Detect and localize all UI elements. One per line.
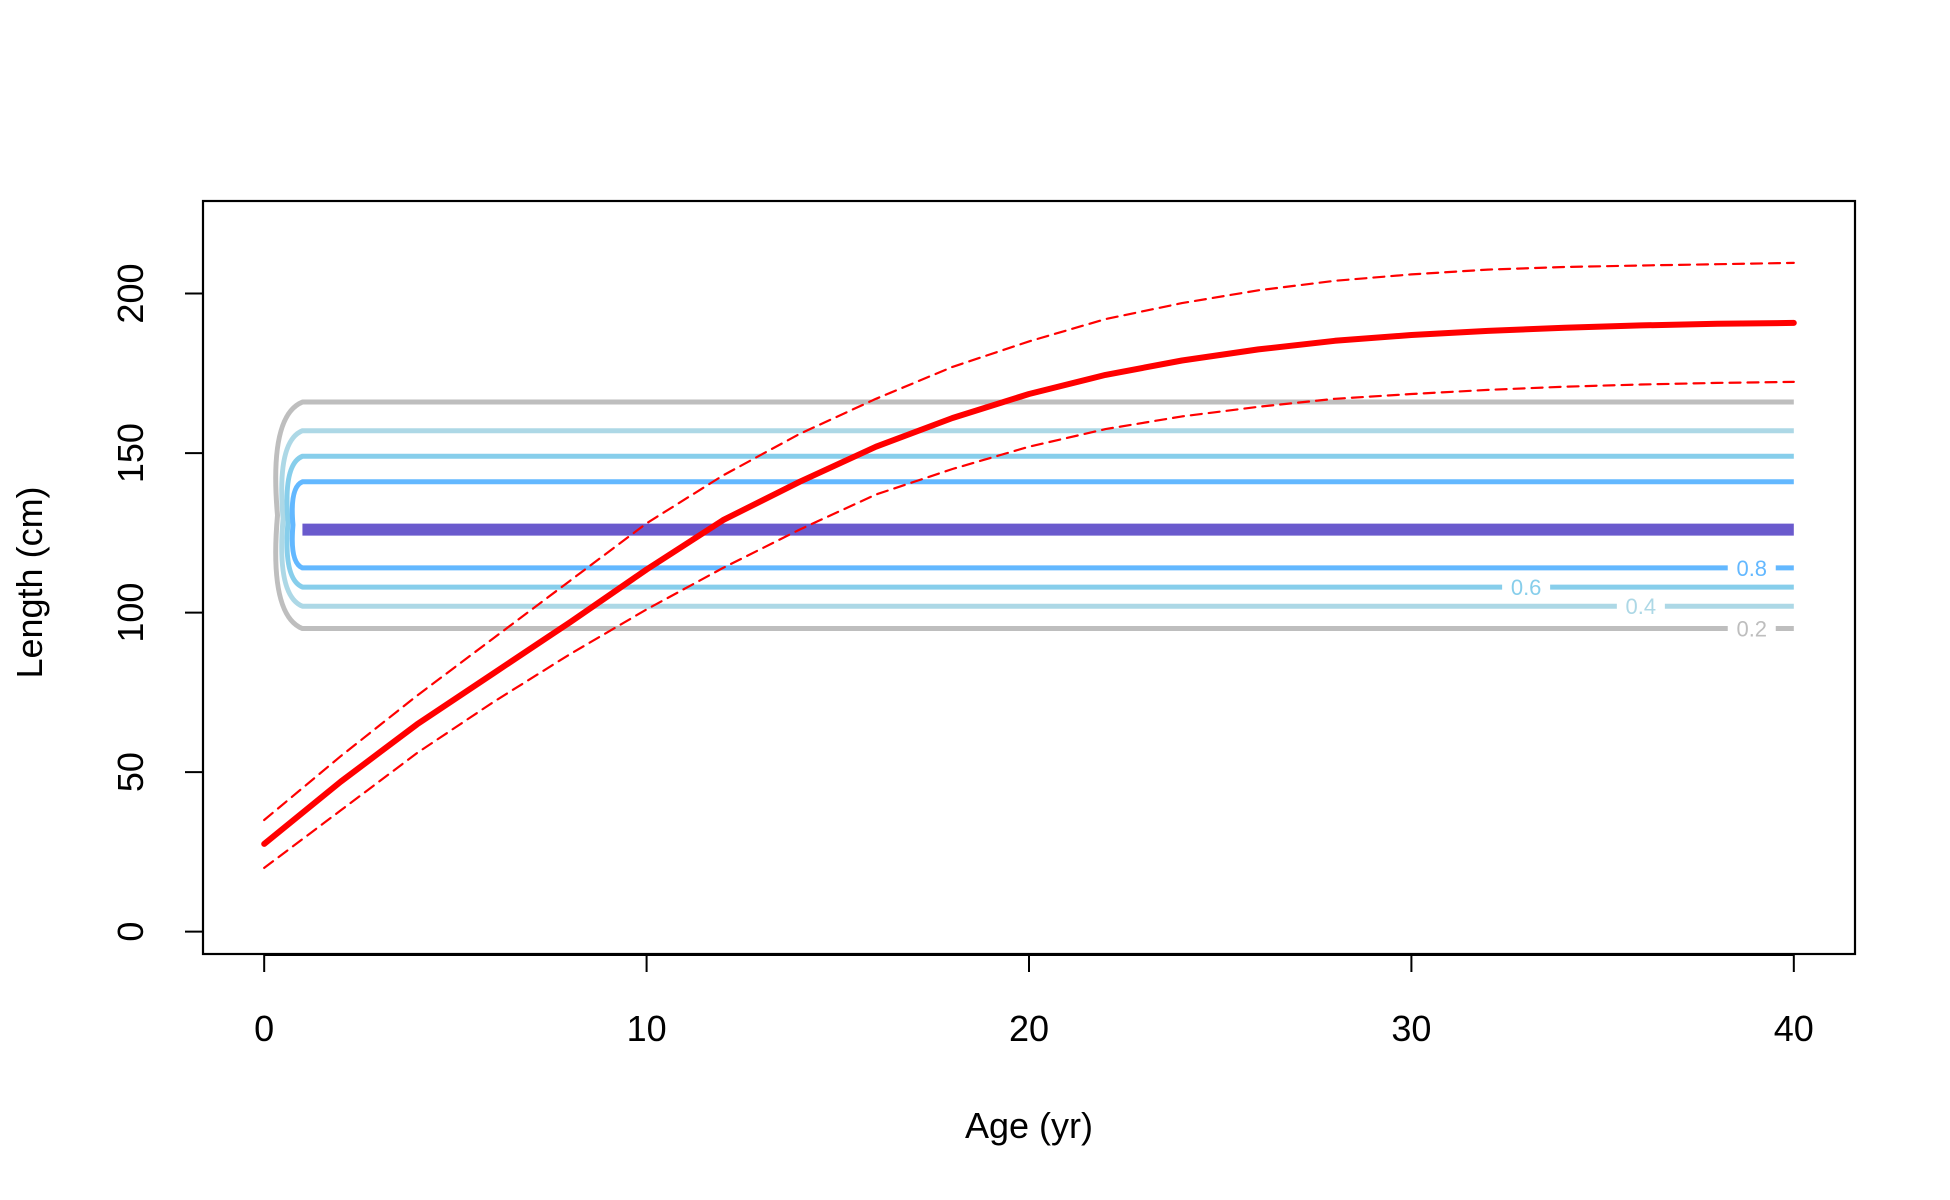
growth-ci-line-1: [263, 261, 1795, 822]
contour-label-bg-0.8: [1727, 554, 1776, 581]
growth-mean-line: [261, 319, 1797, 847]
x-axis-title: Age (yr): [965, 1105, 1093, 1146]
contour-label-bg-0.6: [1502, 574, 1551, 601]
growth-ci-line-2: [263, 380, 1795, 870]
contour-label-bg-0.4: [1616, 593, 1665, 620]
contour-label-bg-0.2: [1727, 615, 1776, 642]
x-tick-label: 20: [1009, 1008, 1049, 1049]
y-axis: 0 50 100 150 200: [110, 263, 204, 942]
contour-label-0.2: 0.2: [1736, 617, 1767, 642]
contour-label-0.8: 0.8: [1736, 556, 1767, 581]
x-tick-label: 0: [254, 1008, 274, 1049]
contour-layer: 0.2 0.4 0.6 0.8: [273, 399, 1794, 642]
contour-line-0.6: [284, 453, 1794, 590]
y-tick-label: 200: [110, 263, 151, 323]
x-tick-label: 30: [1391, 1008, 1431, 1049]
contour-line-0.4: [279, 428, 1794, 609]
y-tick-label: 0: [110, 922, 151, 942]
y-tick-label: 100: [110, 583, 151, 643]
contour-label-0.6: 0.6: [1511, 575, 1542, 600]
contour-line-0.8: [289, 479, 1794, 571]
contour-line-0.2: [273, 399, 1794, 632]
y-axis-title: Length (cm): [9, 486, 50, 678]
contour-label-0.4: 0.4: [1626, 594, 1657, 619]
y-tick-label: 50: [110, 752, 151, 792]
growth-curve-layer: [261, 261, 1797, 870]
y-tick-label: 150: [110, 423, 151, 483]
x-tick-label: 40: [1774, 1008, 1814, 1049]
x-tick-label: 10: [627, 1008, 667, 1049]
x-axis: 0 10 20 30 40: [254, 954, 1814, 1049]
